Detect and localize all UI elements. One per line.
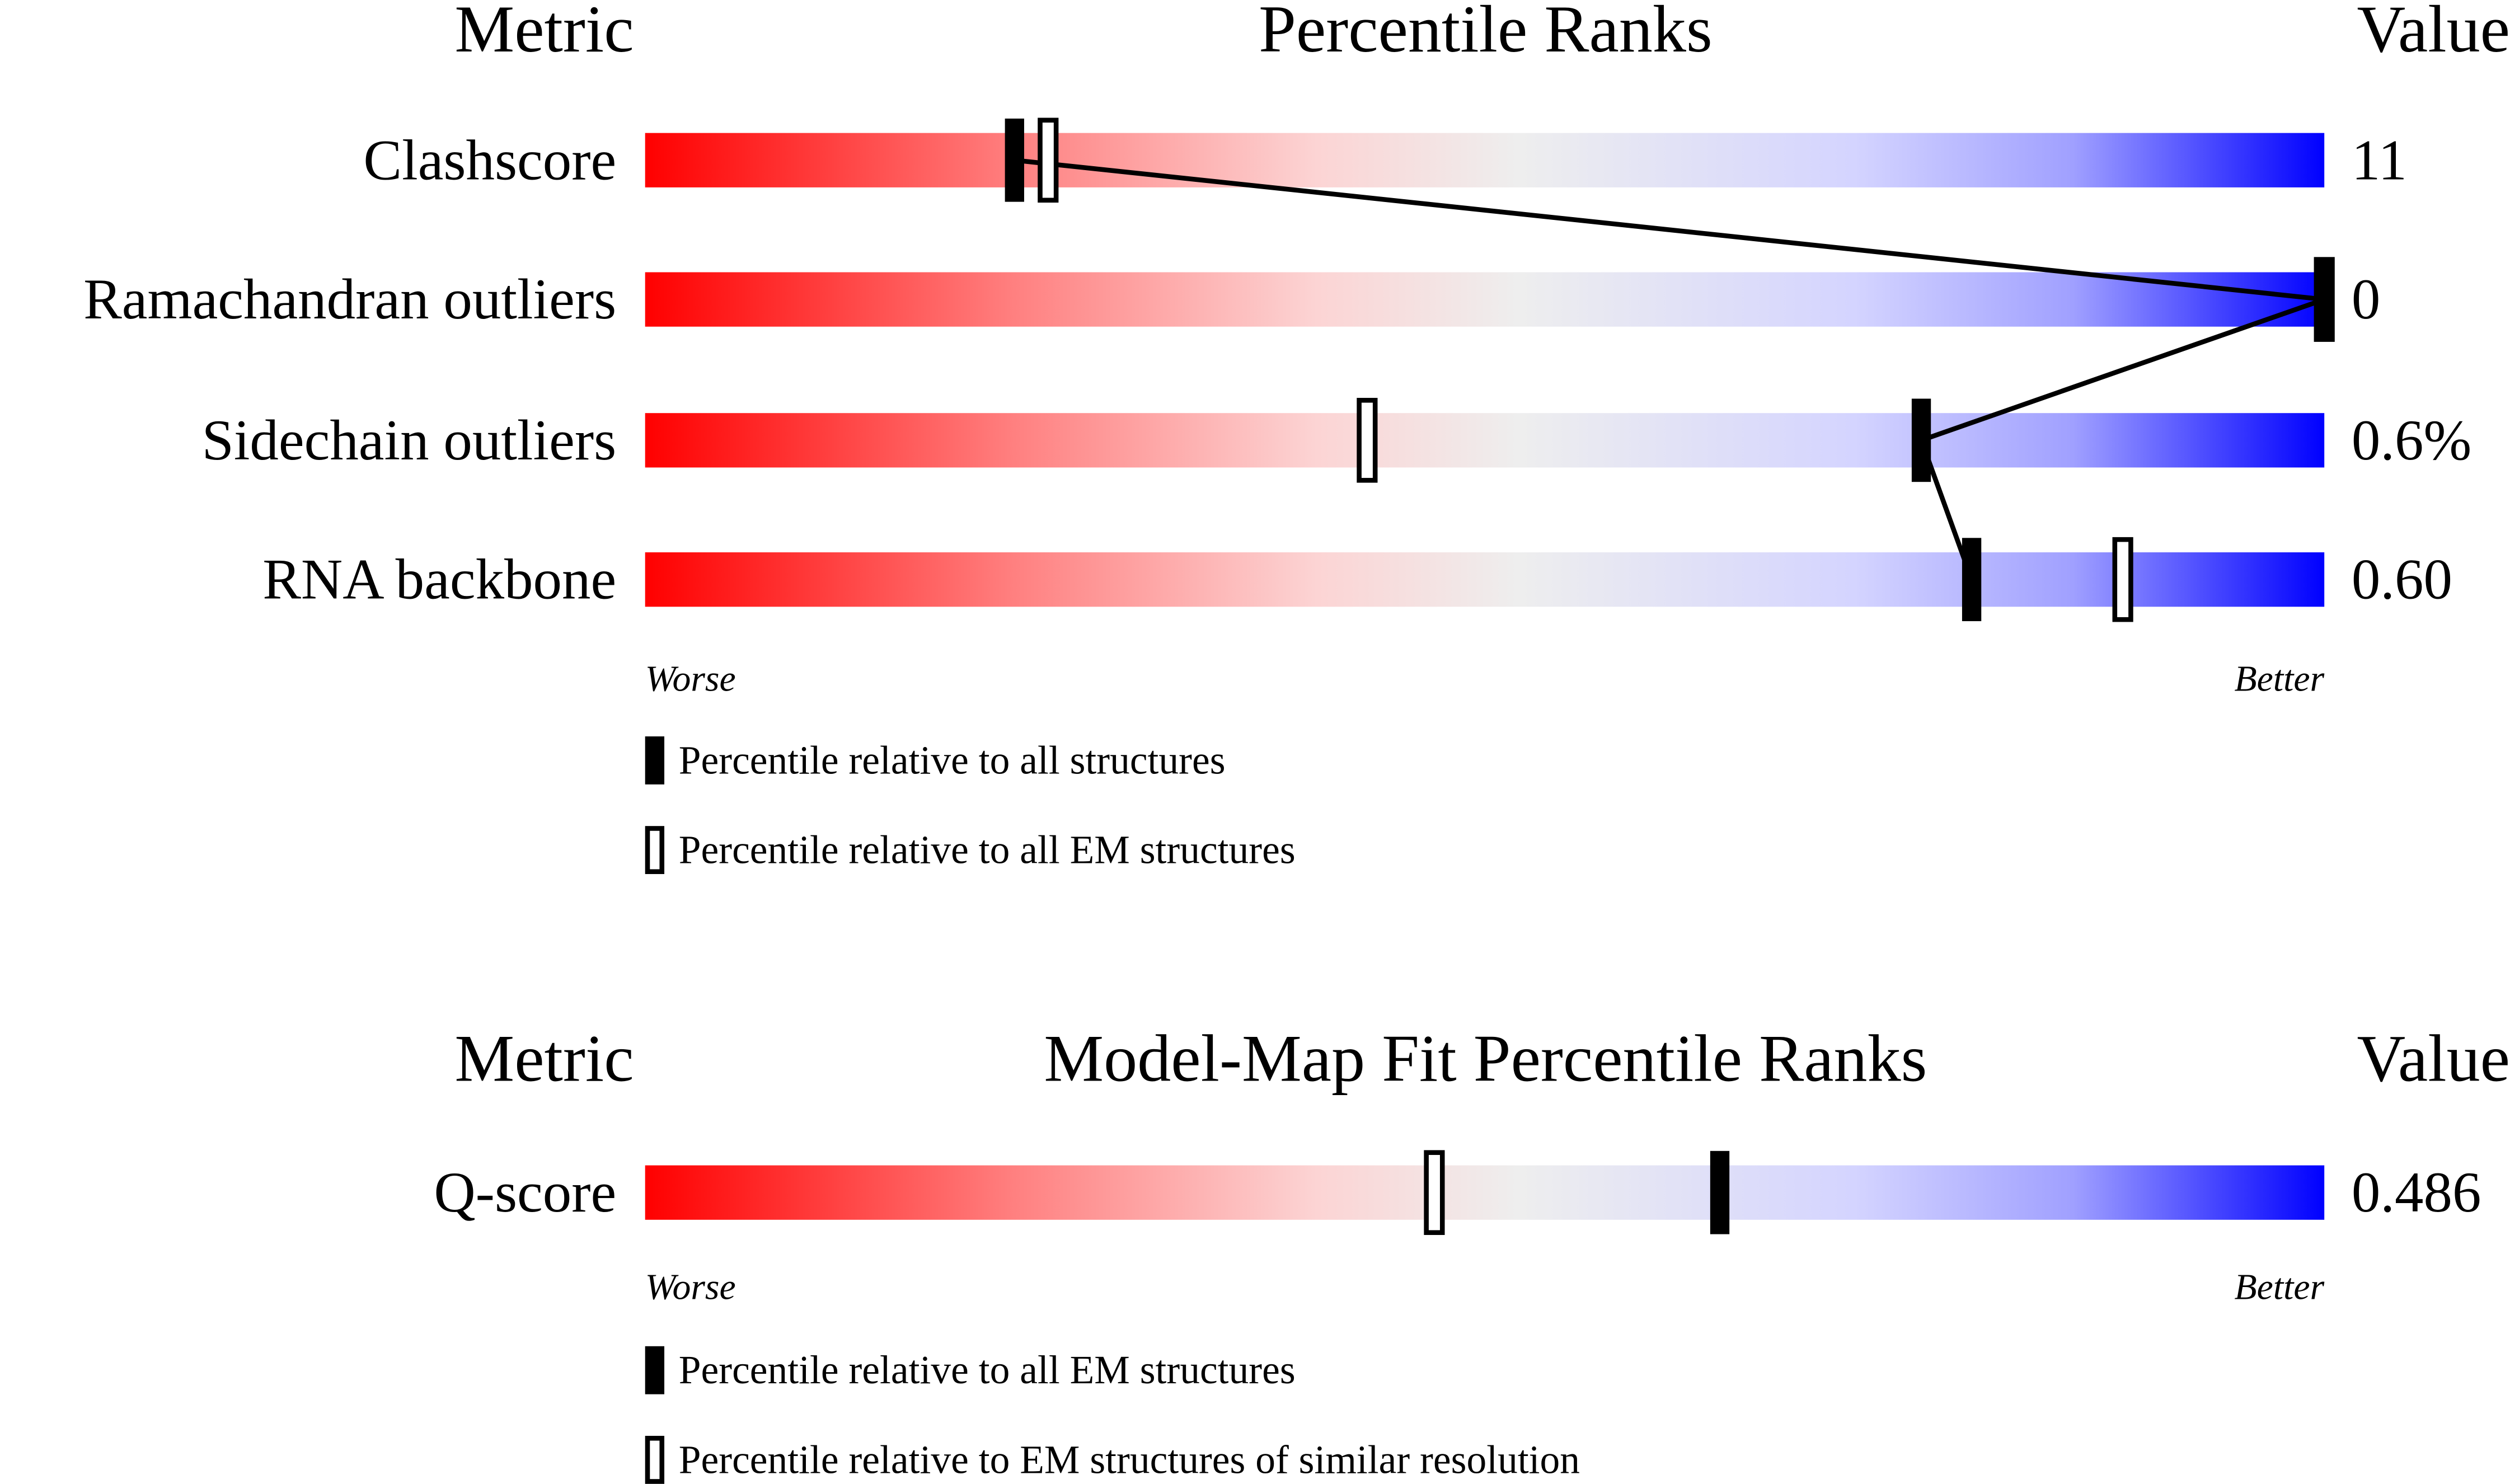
slider-bar — [645, 1165, 2325, 1220]
value-label: 0.6% — [2352, 408, 2472, 472]
percentile-marker — [1710, 1150, 1730, 1234]
legend-label: Percentile relative to all structures — [679, 738, 1226, 782]
value-label: 0 — [2352, 267, 2380, 331]
worse-label: Worse — [645, 1266, 736, 1307]
metric-label: Q-score — [434, 1161, 616, 1224]
metric-header: Metric — [454, 0, 634, 66]
value-label: 0.486 — [2352, 1161, 2481, 1224]
legend-swatch — [645, 1435, 665, 1484]
metric-label: RNA backbone — [262, 548, 616, 612]
worse-label: Worse — [645, 659, 736, 699]
better-label: Better — [2234, 659, 2324, 699]
percentile-marker-hollow — [1357, 398, 1378, 483]
slider-bar — [645, 552, 2325, 607]
chart-title: Percentile Ranks — [1259, 0, 1713, 66]
legend-label: Percentile relative to all EM structures — [679, 1348, 1296, 1392]
value-label: 0.60 — [2352, 548, 2452, 612]
value-label: 11 — [2352, 128, 2407, 192]
value-header: Value — [2357, 0, 2510, 66]
metric-header: Metric — [454, 1021, 634, 1095]
value-header: Value — [2357, 1021, 2510, 1095]
percentile-marker — [1005, 118, 1024, 202]
percentile-marker — [1911, 398, 1931, 482]
metric-label: Ramachandran outliers — [83, 267, 616, 331]
slider-bar — [645, 413, 2325, 468]
percentile-marker — [2315, 257, 2334, 341]
better-label: Better — [2234, 1266, 2324, 1307]
legend-label: Percentile relative to all EM structures — [679, 828, 1296, 872]
percentile-marker — [1962, 538, 1982, 622]
metric-label: Sidechain outliers — [202, 408, 617, 472]
chart-title: Model-Map Fit Percentile Ranks — [1044, 1021, 1927, 1095]
slider-bar — [645, 133, 2325, 187]
connector-line — [1014, 158, 2325, 581]
metric-label: Clashscore — [363, 128, 616, 192]
legend-label: Percentile relative to EM structures of … — [679, 1438, 1580, 1482]
percentile-marker-hollow — [1038, 118, 1059, 203]
percentile-marker-hollow — [1424, 1150, 1445, 1235]
legend-swatch — [645, 826, 665, 874]
legend-swatch — [645, 736, 665, 785]
percentile-marker-hollow — [2112, 537, 2133, 622]
legend-swatch — [645, 1346, 665, 1394]
slider-bar — [645, 272, 2325, 327]
